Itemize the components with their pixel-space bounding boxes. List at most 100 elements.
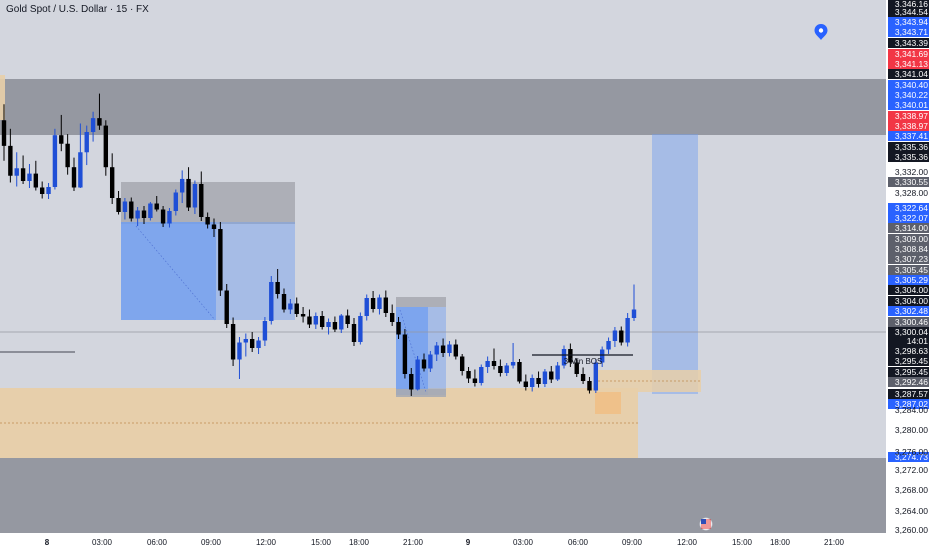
candle: [612, 327, 618, 347]
candle: [52, 128, 58, 190]
candle-body: [491, 361, 497, 366]
candle-body: [103, 125, 109, 168]
us-flag-icon[interactable]: [699, 517, 713, 531]
candle: [447, 341, 452, 357]
price-tag-text: 3,340.01: [895, 100, 928, 110]
price-tag: 3,341.69: [888, 49, 929, 59]
candle: [307, 309, 312, 328]
price-tag: 3,338.97: [888, 121, 929, 131]
candle-body: [459, 356, 465, 371]
candle: [46, 183, 51, 199]
candle-body: [1, 120, 7, 146]
candle-body: [389, 313, 395, 322]
candle: [580, 367, 586, 384]
price-tag: 3,302.48: [888, 306, 929, 316]
price-tag-box: [888, 346, 929, 356]
price-tag: 3,284.00: [895, 405, 928, 415]
fvg-2-diagonal: [399, 309, 427, 393]
candle-body: [625, 318, 630, 343]
x-tick-label: 9: [466, 538, 471, 547]
price-tag-text: 3,302.48: [895, 306, 928, 316]
candle-body: [453, 344, 459, 357]
candle: [243, 333, 249, 357]
candle: [313, 312, 319, 329]
candle: [421, 353, 427, 372]
price-tag-text: 3,307.23: [895, 254, 928, 264]
price-tag-box: [888, 0, 929, 9]
price-tag-box: [888, 356, 929, 366]
price-tag-text: 3,343.94: [895, 17, 928, 27]
candle-body: [192, 184, 198, 208]
candle-body: [71, 167, 77, 188]
candle: [561, 345, 567, 369]
demand-zone: [0, 388, 638, 458]
candle-body: [84, 132, 89, 153]
price-tag: 3,340.22: [888, 90, 929, 100]
price-tag-text: 3,337.41: [895, 131, 928, 141]
candle: [491, 348, 497, 370]
candle-body: [141, 210, 147, 218]
candle: [587, 377, 592, 394]
candle-body: [466, 371, 471, 379]
candle: [351, 318, 357, 346]
price-tag-box: [888, 399, 929, 409]
candle-body: [612, 330, 618, 341]
price-tag-box: [888, 367, 929, 377]
candle-body: [593, 362, 599, 391]
candle-body: [275, 282, 280, 294]
price-tag-text: 3,343.71: [895, 27, 928, 37]
candle: [370, 291, 376, 313]
price-tag-box: [888, 27, 929, 37]
x-tick-label: 09:00: [622, 538, 643, 547]
candle: [256, 337, 261, 354]
candle: [517, 359, 522, 384]
candle-body: [631, 309, 637, 318]
target-demand-zone: [598, 370, 701, 392]
candle-body: [262, 321, 268, 341]
candle: [415, 356, 420, 391]
location-pin-icon[interactable]: [814, 24, 828, 40]
candle-body: [109, 167, 115, 198]
candle: [84, 125, 89, 166]
candle: [122, 198, 128, 220]
candle: [472, 369, 478, 387]
price-tag-box: [888, 452, 929, 462]
candle: [65, 134, 70, 175]
candle: [33, 160, 39, 191]
candle-body: [294, 303, 299, 314]
upper-supply-zone: [0, 79, 886, 135]
candle-body: [179, 178, 185, 193]
price-tag-box: [888, 142, 929, 152]
price-tag-text: 3,330.55: [895, 177, 928, 187]
price-tag-text: 3,274.73: [895, 452, 928, 462]
x-tick-label: 21:00: [403, 538, 424, 547]
candle-body: [199, 184, 204, 217]
price-tag: 3,330.55: [888, 177, 929, 187]
candle: [218, 222, 223, 296]
candle: [396, 317, 401, 339]
candle: [542, 369, 548, 387]
candle: [103, 120, 109, 176]
price-tag-text: 3,343.39: [895, 38, 928, 48]
candle: [275, 269, 280, 299]
candle: [167, 208, 172, 228]
price-tag-text: 3,338.97: [895, 121, 928, 131]
candle-body: [186, 178, 191, 208]
price-tag-box: [888, 377, 929, 387]
candle: [459, 354, 465, 376]
candle: [78, 123, 83, 188]
price-tag-text: 3,341.69: [895, 49, 928, 59]
price-tag-box: [888, 17, 929, 27]
candle-body: [33, 173, 39, 188]
y-tick-label: 3,272.00: [895, 465, 928, 475]
time-axis[interactable]: [0, 533, 886, 550]
candle-body: [370, 298, 376, 309]
price-tag-text: 3,346.16: [895, 0, 928, 9]
candle-body: [288, 303, 293, 310]
candle: [262, 317, 268, 346]
candle: [294, 297, 299, 317]
candle-body: [218, 229, 223, 291]
candle: [631, 284, 637, 321]
